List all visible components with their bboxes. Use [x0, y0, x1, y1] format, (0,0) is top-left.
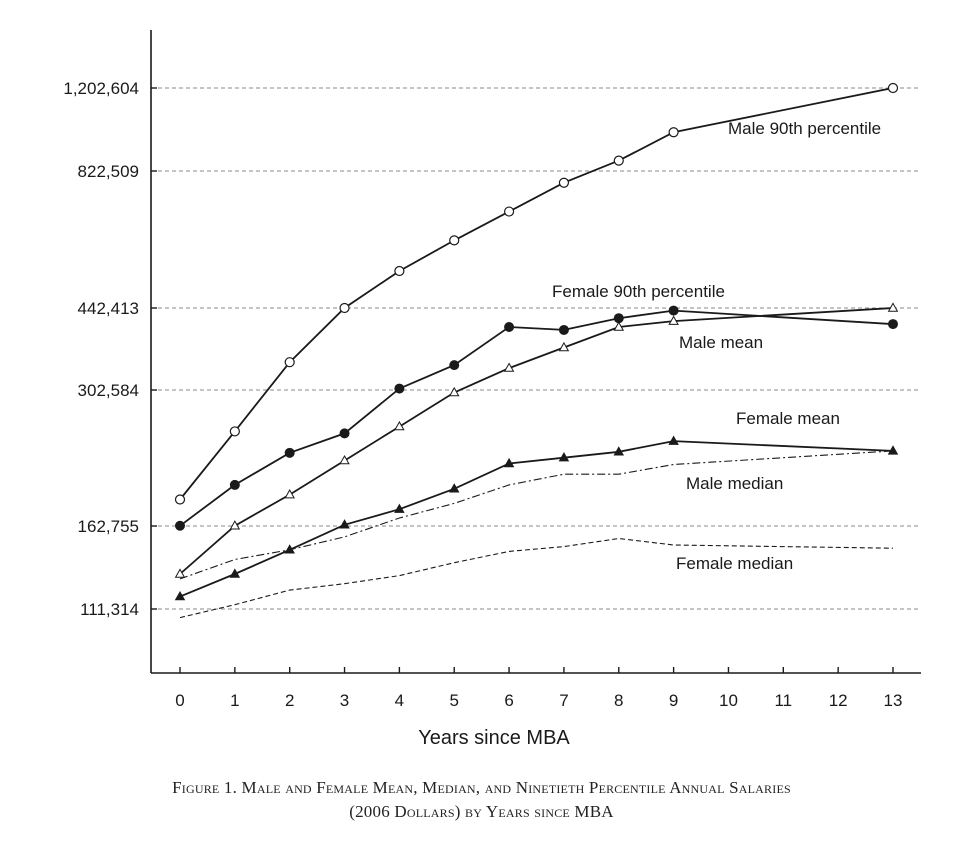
- x-tick-label: 4: [395, 691, 404, 710]
- data-point-male-90th-percentile: [887, 82, 899, 94]
- x-tick-label: 5: [449, 691, 458, 710]
- data-point-female-90th-percentile: [394, 420, 405, 431]
- data-point-male-mean: [888, 319, 898, 330]
- data-point-male-90th-percentile: [394, 265, 405, 277]
- y-tick-label: 822,509: [78, 162, 139, 181]
- data-point-male-mean: [504, 322, 515, 333]
- x-tick-label: 7: [559, 691, 568, 710]
- x-tick-label: 2: [285, 691, 294, 710]
- grid-lines: [151, 87, 921, 610]
- data-point-female-90th-percentile: [174, 568, 186, 578]
- data-point-female-mean: [558, 452, 570, 462]
- figure-caption-line1: Figure 1. Male and Female Mean, Median, …: [172, 778, 791, 797]
- data-point-female-mean: [174, 590, 186, 601]
- series-line-male-90th-percentile: [179, 87, 894, 501]
- data-point-female-90th-percentile: [284, 489, 295, 499]
- data-point-male-90th-percentile: [229, 426, 240, 437]
- series-label-male-90th-percentile: Male 90th percentile: [728, 119, 881, 138]
- x-tick-label: 6: [504, 691, 513, 710]
- y-tick-label: 302,584: [78, 381, 139, 400]
- data-point-male-90th-percentile: [284, 357, 295, 368]
- series-group: [174, 82, 899, 619]
- data-point-male-mean: [339, 428, 350, 439]
- series-label-male-mean: Male mean: [679, 333, 763, 352]
- data-point-male-90th-percentile: [174, 494, 186, 505]
- series-label-female-median: Female median: [676, 554, 793, 573]
- data-point-female-90th-percentile: [448, 386, 460, 397]
- x-tick-label: 10: [719, 691, 738, 710]
- series-line-female-90th-percentile: [179, 307, 894, 575]
- data-point-female-90th-percentile: [887, 302, 899, 312]
- x-tick-label: 9: [669, 691, 678, 710]
- y-tick-label: 111,314: [80, 600, 139, 619]
- x-tick-label: 12: [829, 691, 848, 710]
- data-point-female-mean: [394, 503, 405, 513]
- data-point-female-mean: [448, 483, 460, 493]
- y-tick-label: 442,413: [78, 299, 139, 318]
- x-axis-label: Years since MBA: [418, 727, 570, 749]
- data-point-female-90th-percentile: [668, 315, 679, 325]
- x-tick-labels: 0 1 2 3 4 5 6 7 8 9 10 11 12 13: [175, 691, 902, 710]
- data-point-male-90th-percentile: [339, 302, 350, 314]
- series-label-male-median: Male median: [686, 474, 783, 493]
- data-point-female-mean: [613, 446, 625, 456]
- x-tick-label: 13: [884, 691, 903, 710]
- series-label-female-90th-percentile: Female 90th percentile: [552, 282, 725, 301]
- x-tick-label: 1: [230, 691, 239, 710]
- x-tick-label: 8: [614, 691, 623, 710]
- data-point-female-mean: [503, 457, 515, 468]
- figure-caption-line2: (2006 Dollars) by Years since MBA: [349, 802, 614, 821]
- data-point-male-90th-percentile: [613, 155, 624, 166]
- y-tick-label: 1,202,604: [63, 79, 139, 98]
- x-tick-label: 3: [340, 691, 349, 710]
- data-point-female-90th-percentile: [503, 362, 515, 372]
- data-point-male-mean: [284, 447, 295, 458]
- data-point-male-90th-percentile: [558, 177, 570, 188]
- x-tick-label: 11: [774, 691, 792, 710]
- y-tick-labels: 111,314 162,755 302,584 442,413 822,509 1,202…: [63, 79, 139, 619]
- x-tick-label: 0: [175, 691, 184, 710]
- series-labels: Male 90th percentile Female 90th percenti…: [552, 119, 881, 573]
- data-point-male-90th-percentile: [449, 235, 460, 246]
- data-point-male-mean: [558, 324, 569, 335]
- data-point-male-mean: [394, 383, 405, 394]
- data-point-male-90th-percentile: [503, 206, 515, 217]
- data-point-male-mean: [449, 360, 460, 371]
- data-point-male-mean: [175, 520, 185, 531]
- axes: [150, 30, 921, 674]
- data-point-female-90th-percentile: [613, 321, 625, 331]
- data-point-female-90th-percentile: [558, 341, 570, 352]
- series-label-female-mean: Female mean: [736, 409, 840, 428]
- y-tick-label: 162,755: [78, 517, 139, 536]
- data-point-male-mean: [613, 313, 624, 324]
- data-point-female-90th-percentile: [229, 520, 241, 530]
- data-point-female-mean: [339, 519, 350, 529]
- data-point-male-mean: [229, 479, 240, 490]
- data-point-male-90th-percentile: [668, 127, 679, 138]
- series-line-female-mean: [179, 440, 894, 598]
- data-point-female-90th-percentile: [339, 454, 350, 465]
- series-line-female-median: [179, 537, 894, 619]
- data-point-male-mean: [668, 305, 679, 316]
- data-point-female-mean: [887, 445, 899, 455]
- data-point-female-mean: [229, 568, 241, 578]
- data-point-female-mean: [668, 435, 679, 445]
- series-line-male-median: [179, 450, 894, 580]
